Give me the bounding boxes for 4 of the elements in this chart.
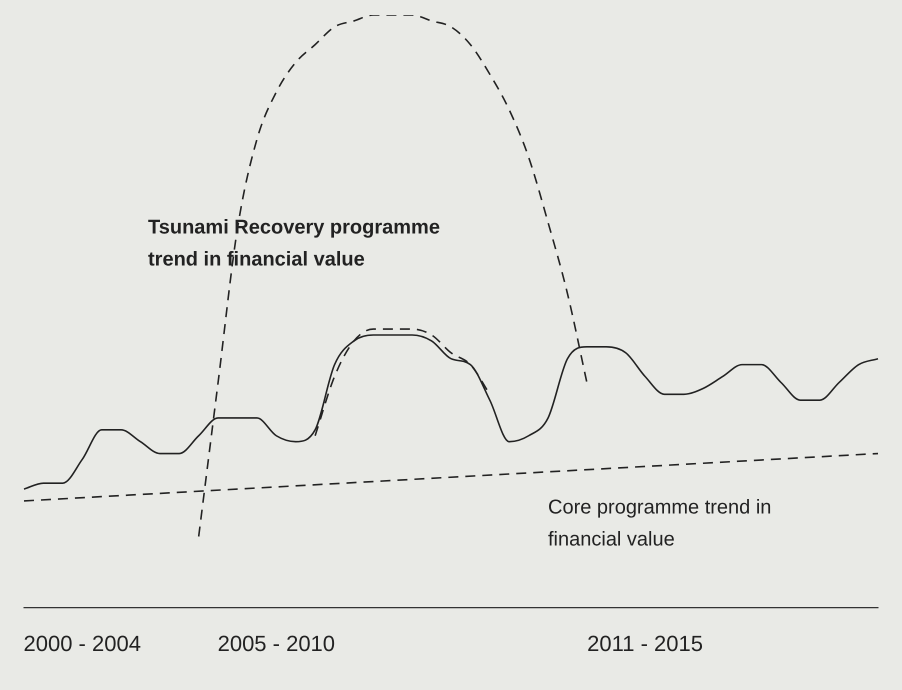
series-label: Core programme trend in financial value	[548, 496, 772, 551]
x-tick-label: 2005 - 2010	[218, 630, 336, 656]
x-tick-label: 2000 - 2004	[24, 630, 141, 656]
x-tick-label: 2011 - 2015	[587, 630, 703, 656]
